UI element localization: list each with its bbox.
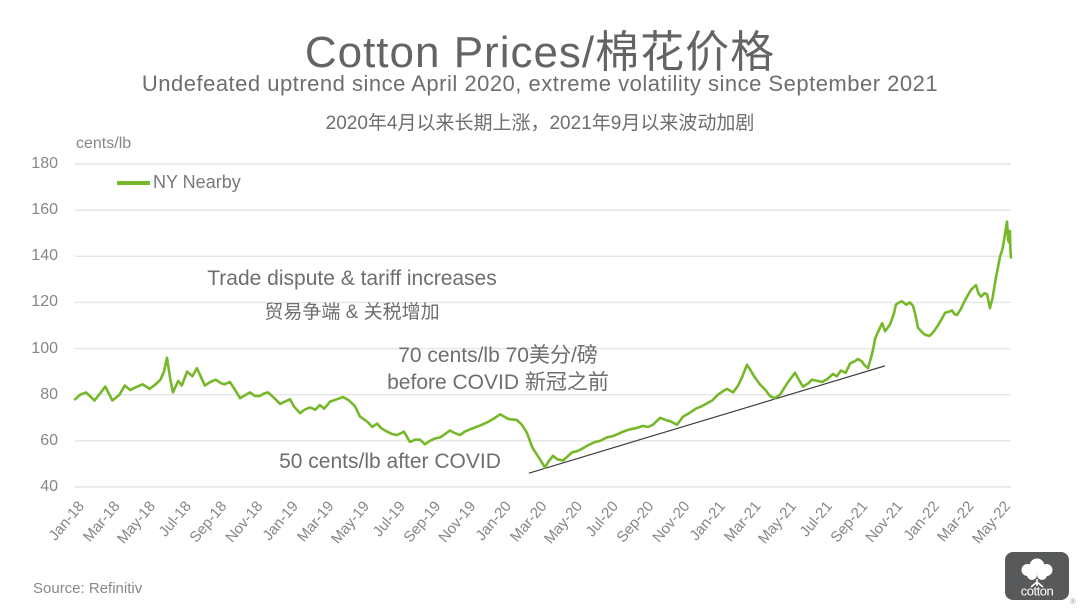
y-axis-tick-label: 180 [31,155,58,172]
x-axis-tick-label: May-20 [541,498,587,548]
y-axis-tick-label: 120 [31,293,58,311]
cotton-incorporated-logo: cotton [1005,552,1069,600]
y-axis-tick-label: 100 [31,339,58,357]
uptrend-support-line [528,365,886,474]
registered-mark-icon: ® [1070,597,1076,606]
cotton-boll-icon [1021,558,1053,580]
cotton-stem-icon [1030,579,1044,588]
y-axis-tick-label: 60 [40,431,58,449]
x-axis-tick-label: Nov-21 [862,498,907,546]
x-axis-tick-label: Jan-20 [472,498,516,545]
annotation-trade-dispute-zh: 贸易争端 & 关税增加 [264,302,440,323]
y-axis-tick-label: 140 [31,247,58,265]
y-axis-tick-label: 40 [40,478,58,495]
page-title: Cotton Prices/棉花价格 [304,28,776,77]
subtitle-chinese: 2020年4月以来长期上涨，2021年9月以来波动加剧 [325,113,755,134]
x-axis-tick-label: Sep-18 [186,498,231,546]
x-axis-tick-label: Sep-20 [613,498,658,546]
y-axis-tick-label: 80 [40,385,58,403]
subtitle-english: Undefeated uptrend since April 2020, ext… [141,71,939,96]
y-axis-tick-label: 160 [31,201,58,219]
x-axis-tick-label: Nov-19 [435,498,480,546]
x-axis-tick-label: Nov-20 [649,498,694,546]
x-axis-tick-label: Jan-19 [259,498,302,545]
x-axis-tick-label: May-22 [968,498,1014,548]
annotation-before-covid-line2: before COVID 新冠之前 [387,371,609,394]
y-axis-unit-label: cents/lb [76,135,132,152]
annotation-trade-dispute-en: Trade dispute & tariff increases [207,267,497,290]
annotation-after-covid: 50 cents/lb after COVID [279,450,501,473]
legend: NY Nearby [117,172,241,193]
source-note: Source: Refinitiv [33,580,143,597]
price-line-ny-nearby [73,220,1013,469]
x-axis-tick-label: Jan-18 [45,498,89,545]
x-axis-tick-label: Nov-18 [221,498,267,546]
x-axis-tick-label: Sep-19 [399,498,445,546]
legend-line-swatch [117,180,150,185]
x-axis-tick-label: Jan-22 [899,498,943,545]
annotation-before-covid-line1: 70 cents/lb 70美分/磅 [398,344,598,367]
x-axis-tick-label: May-21 [754,498,801,548]
legend-series-label: NY Nearby [153,172,241,192]
x-axis-tick-label: Jan-21 [686,498,729,545]
x-axis-tick-label: Sep-21 [827,498,872,546]
cotton-logo-word: cotton [1021,584,1054,599]
x-axis-tick-label: May-18 [114,498,160,548]
